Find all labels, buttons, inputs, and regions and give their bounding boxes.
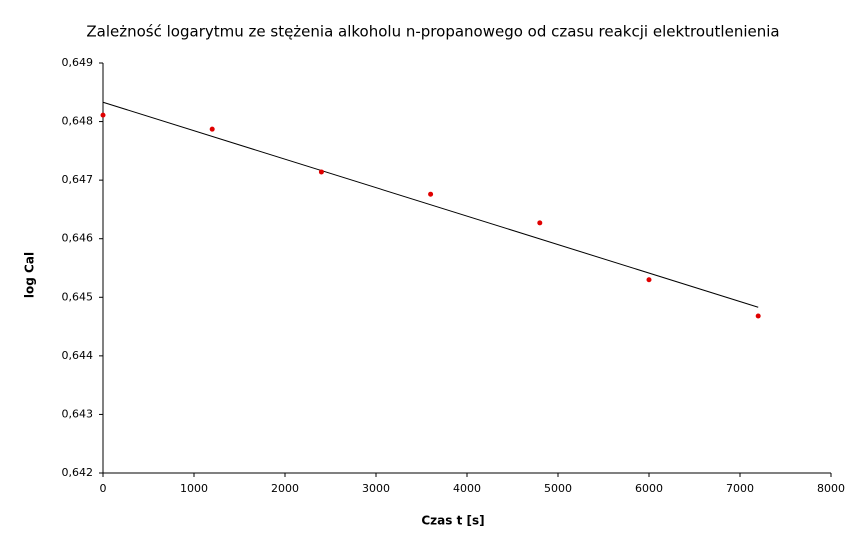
data-point: [755, 313, 761, 319]
y-axis-label: log Cal: [23, 252, 37, 298]
x-tick-label: 2000: [271, 482, 299, 495]
y-tick-label: 0,647: [62, 173, 94, 186]
data-point: [537, 220, 543, 226]
y-tick-label: 0,648: [62, 115, 94, 128]
y-tick-label: 0,642: [62, 466, 94, 479]
x-tick-label: 7000: [726, 482, 754, 495]
data-point: [428, 191, 434, 197]
x-tick-label: 4000: [453, 482, 481, 495]
x-tick-label: 0: [100, 482, 107, 495]
data-point: [646, 277, 652, 283]
data-point: [318, 169, 324, 175]
chart-title: Zależność logarytmu ze stężenia alkoholu…: [86, 23, 779, 41]
data-point: [100, 112, 106, 118]
y-tick-label: 0,644: [62, 349, 94, 362]
y-tick-label: 0,646: [62, 232, 94, 245]
trend-line: [102, 101, 759, 308]
y-tick-label: 0,645: [62, 290, 94, 303]
x-tick-label: 3000: [362, 482, 390, 495]
y-tick-label: 0,643: [62, 407, 94, 420]
y-tick-label: 0,649: [62, 56, 94, 69]
x-tick-label: 1000: [180, 482, 208, 495]
x-tick-label: 5000: [544, 482, 572, 495]
x-tick-label: 6000: [635, 482, 663, 495]
x-tick-label: 8000: [817, 482, 845, 495]
x-axis-label: Czas t [s]: [421, 514, 484, 528]
data-point: [209, 126, 215, 132]
